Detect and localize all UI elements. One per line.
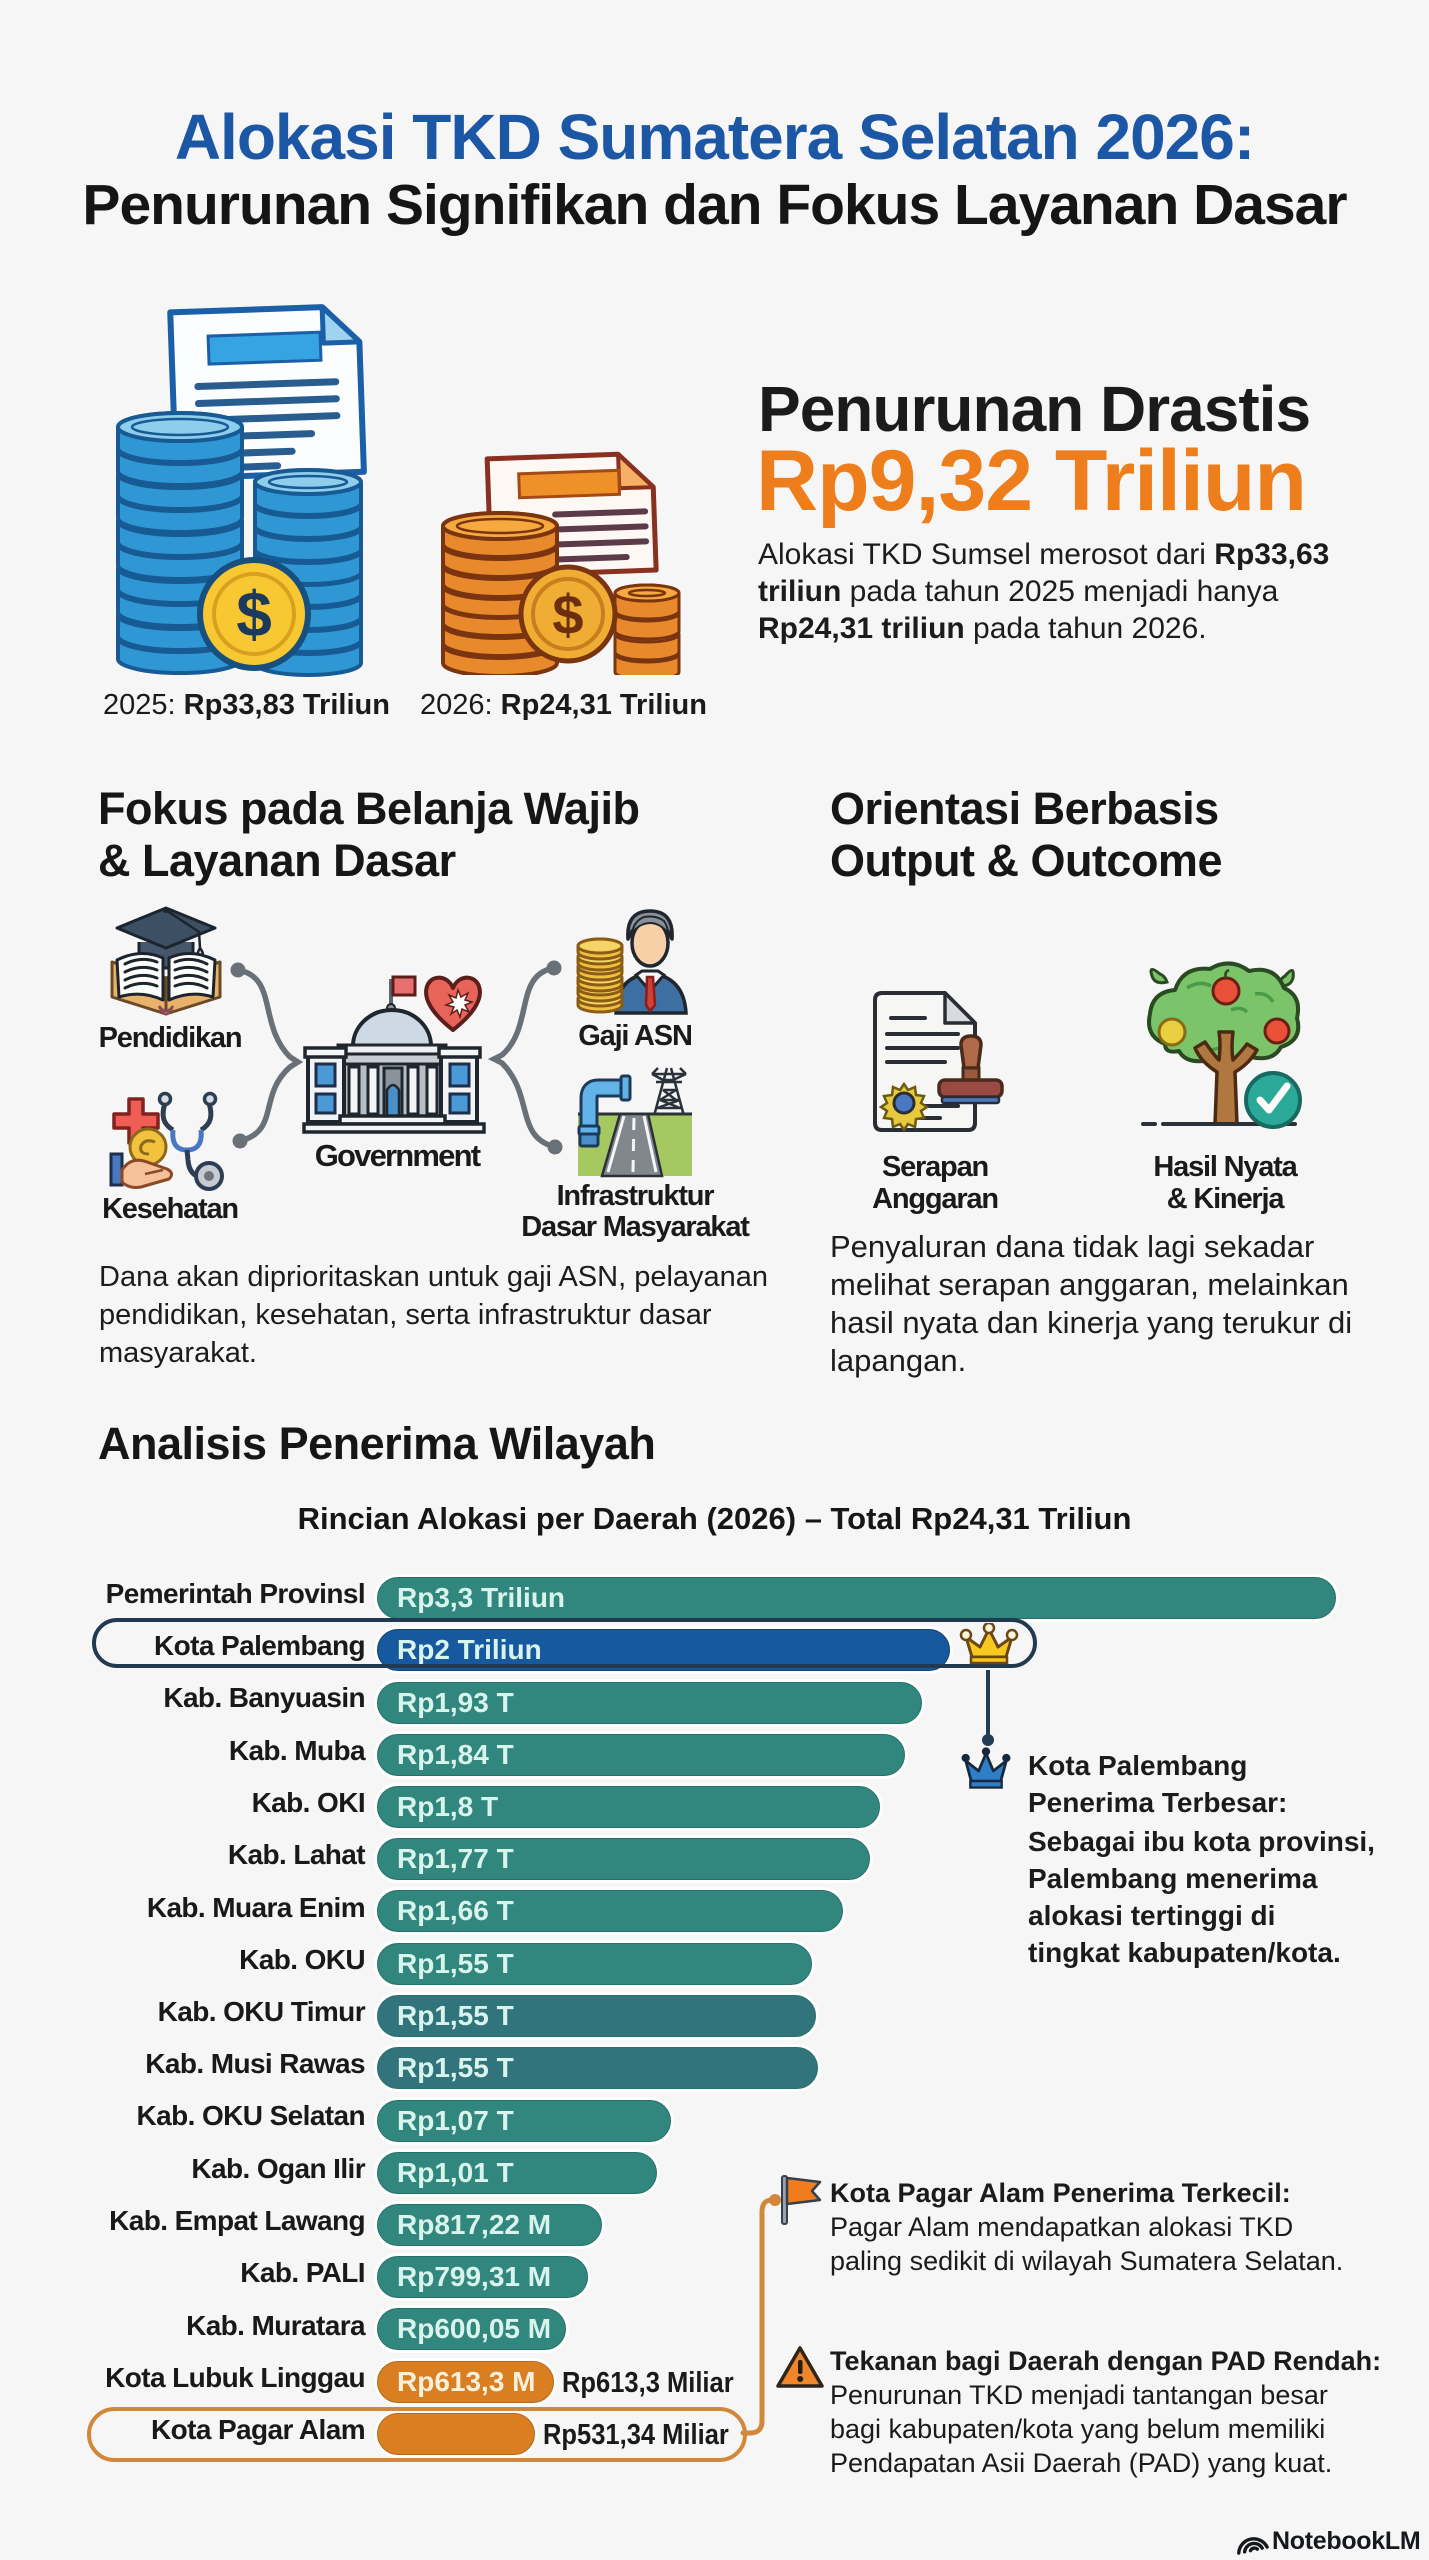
svg-text:$: $	[552, 583, 583, 646]
svg-text:$: $	[236, 578, 272, 650]
